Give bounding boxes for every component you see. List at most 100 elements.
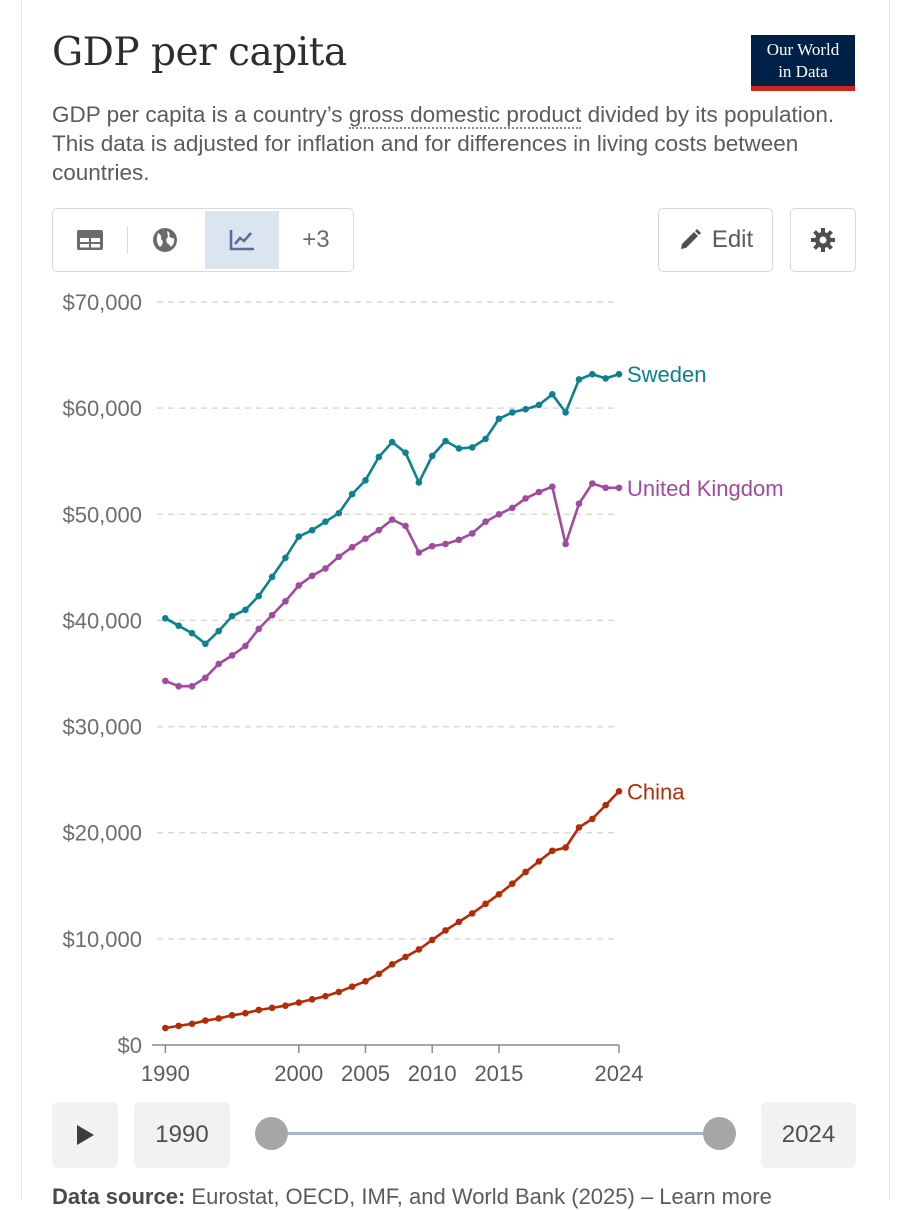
data-point: [428, 936, 436, 944]
data-point: [508, 504, 516, 512]
data-point: [535, 488, 543, 496]
data-point: [228, 612, 236, 620]
x-tick-label: 2024: [595, 1061, 644, 1086]
timeline-start-handle[interactable]: [255, 1117, 288, 1150]
data-point: [228, 1011, 236, 1019]
data-point: [615, 370, 623, 378]
timeline-start-year[interactable]: 1990: [134, 1102, 230, 1168]
data-point: [548, 391, 556, 398]
data-point: [482, 435, 489, 443]
data-point: [508, 409, 516, 416]
data-point: [242, 642, 249, 650]
data-point: [495, 890, 503, 898]
timeline-end-year[interactable]: 2024: [761, 1102, 856, 1168]
timeline-end-handle[interactable]: [703, 1117, 736, 1150]
data-point: [375, 970, 383, 978]
tab-chart[interactable]: [204, 211, 279, 269]
data-point: [188, 682, 196, 690]
tab-map[interactable]: [128, 211, 202, 269]
data-point: [335, 509, 343, 517]
y-tick-label: $70,000: [62, 290, 142, 315]
data-point: [522, 405, 529, 413]
data-point: [615, 484, 623, 492]
data-source-note: Data source: Eurostat, OECD, IMF, and Wo…: [52, 1184, 889, 1210]
owid-logo[interactable]: Our World in Data: [751, 35, 855, 91]
data-point: [348, 490, 356, 498]
data-point: [202, 1017, 209, 1024]
view-tabs: +3: [52, 208, 354, 272]
data-point: [428, 452, 436, 460]
data-point: [468, 910, 476, 917]
x-tick-label: 1990: [141, 1061, 190, 1086]
pencil-icon: [680, 229, 701, 249]
series-line-sweden: [164, 372, 620, 646]
data-source-label: Data source:: [52, 1184, 186, 1209]
data-point: [548, 847, 556, 855]
timeline-track[interactable]: [271, 1132, 719, 1135]
play-icon: [77, 1125, 94, 1145]
data-point: [322, 992, 329, 1000]
data-point: [402, 449, 409, 457]
y-tick-label: $50,000: [62, 502, 142, 527]
data-point: [282, 554, 289, 562]
tab-table[interactable]: [53, 211, 127, 269]
data-point: [228, 652, 236, 659]
data-point: [335, 553, 343, 561]
edit-button[interactable]: Edit: [658, 208, 773, 272]
data-point: [442, 540, 449, 548]
y-tick-label: $20,000: [62, 821, 142, 846]
data-point: [522, 868, 529, 876]
data-source-text[interactable]: Eurostat, OECD, IMF, and World Bank (202…: [191, 1184, 772, 1209]
data-point: [348, 983, 356, 990]
gdp-definition-link[interactable]: gross domestic product: [348, 102, 582, 129]
series-line-china: [165, 790, 620, 1030]
data-point: [295, 533, 303, 540]
data-point: [202, 640, 209, 648]
data-point: [268, 1004, 276, 1012]
globe-icon: [152, 228, 177, 252]
subtitle-text-post: divided by its population. This data is …: [52, 102, 835, 185]
data-point: [268, 611, 276, 619]
data-point: [295, 582, 303, 589]
data-point: [162, 1024, 169, 1032]
tab-more[interactable]: +3: [302, 226, 330, 253]
x-tick-label: 2005: [341, 1061, 390, 1086]
data-point: [589, 480, 596, 487]
data-point: [322, 565, 329, 572]
data-point: [508, 880, 516, 887]
series-label: Sweden: [627, 362, 707, 387]
y-tick-label: $10,000: [62, 927, 142, 952]
data-point: [522, 495, 529, 502]
data-point: [362, 477, 369, 484]
data-point: [242, 606, 249, 614]
line-chart: $0 $10,000 $20,000 $30,000 $40,000 $50,000 $60…: [62, 290, 783, 1086]
play-button[interactable]: [52, 1102, 118, 1168]
data-point: [308, 572, 316, 580]
data-point: [375, 453, 383, 461]
page-title: GDP per capita: [52, 30, 347, 75]
data-point: [175, 622, 182, 630]
data-point: [255, 592, 263, 600]
data-point: [535, 858, 543, 865]
data-point: [268, 573, 276, 581]
data-point: [202, 674, 209, 682]
data-point: [188, 1020, 196, 1028]
settings-button[interactable]: [790, 208, 856, 272]
frame-left: [0, 0, 22, 1200]
data-point: [375, 526, 383, 534]
data-point: [455, 918, 463, 926]
data-point: [322, 518, 329, 526]
data-point: [215, 627, 223, 635]
x-tick-label: 2000: [274, 1061, 323, 1086]
data-point: [308, 526, 316, 534]
data-point: [562, 540, 569, 548]
data-point: [455, 445, 463, 452]
y-tick-label: $40,000: [62, 608, 142, 633]
data-point: [495, 415, 503, 423]
data-point: [548, 483, 556, 490]
data-point: [562, 844, 569, 851]
data-point: [442, 927, 449, 934]
y-tick-label: $60,000: [62, 396, 142, 421]
data-point: [175, 682, 182, 690]
data-point: [415, 549, 423, 556]
